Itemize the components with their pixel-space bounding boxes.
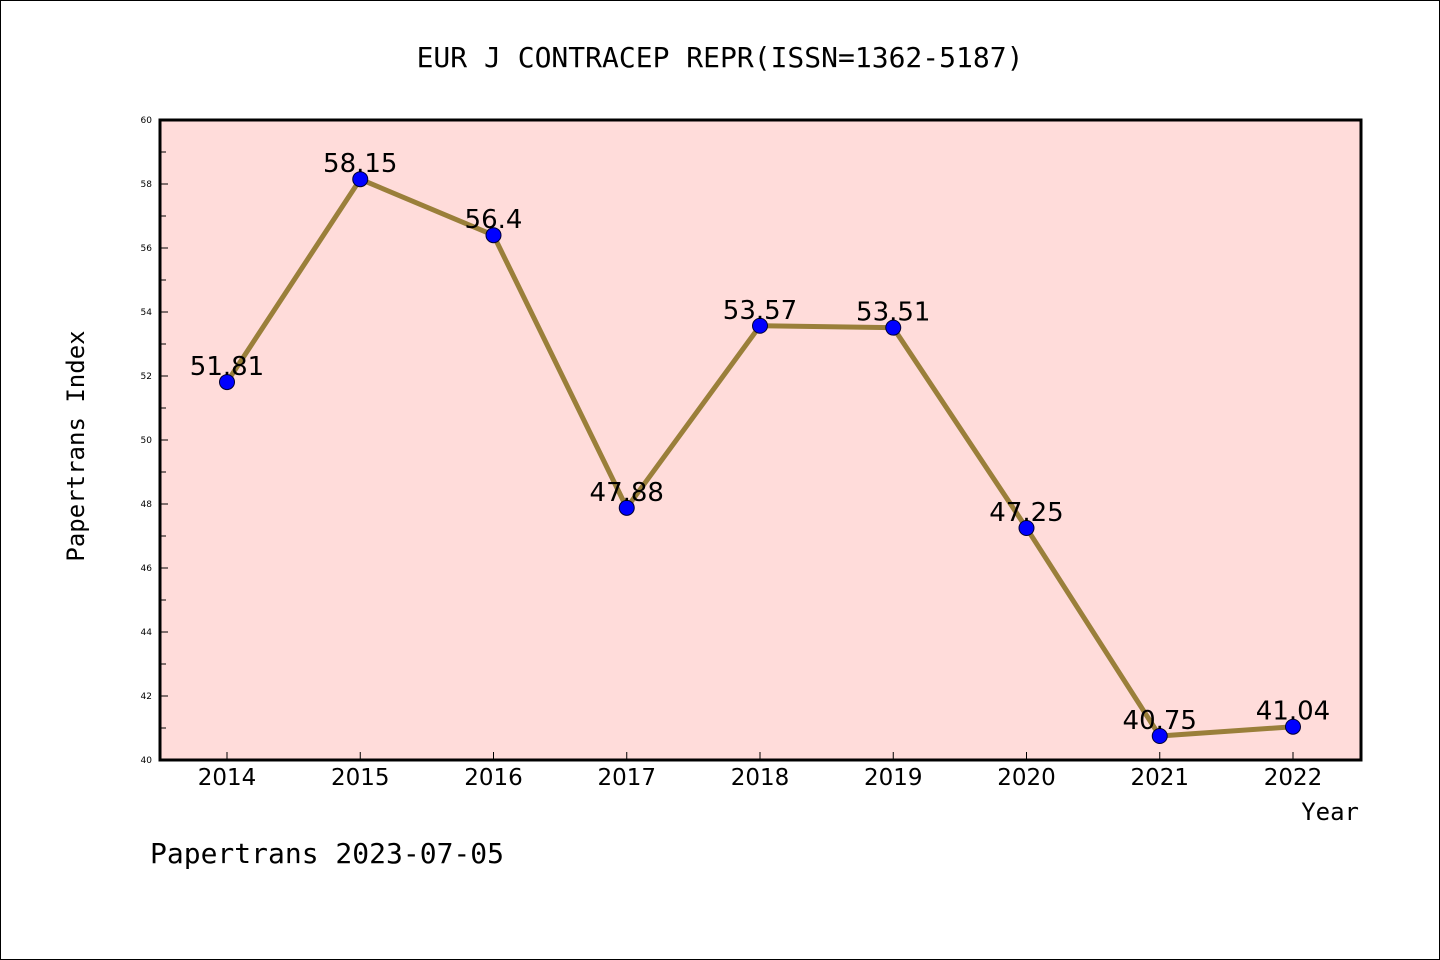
data-point <box>885 319 902 336</box>
data-point <box>618 499 635 516</box>
data-labels: 51.81 58.15 56.4 47.88 53.57 53.51 47.25 40.75 4… <box>190 149 1330 736</box>
series-markers <box>219 171 1301 744</box>
y-tick-label: 40 <box>141 756 153 766</box>
data-point <box>752 317 768 334</box>
y-axis-title: Papertrans Index <box>62 330 90 561</box>
x-tick-label: 2016 <box>464 765 523 791</box>
x-axis-title: Year <box>1301 798 1359 826</box>
y-axis: 40 42 44 46 48 50 52 54 56 58 60 <box>141 116 168 766</box>
footer-date-stamp: Papertrans 2023-07-05 <box>150 837 504 870</box>
chart-title: EUR J CONTRACEP REPR(ISSN=1362-5187) <box>417 41 1024 74</box>
data-point <box>1151 728 1168 744</box>
data-point <box>485 227 502 244</box>
y-tick-label: 42 <box>141 692 152 702</box>
x-tick-label: 2014 <box>198 765 257 791</box>
y-tick-label: 56 <box>141 244 153 254</box>
data-label: 51.81 <box>190 352 264 382</box>
data-point <box>1018 520 1035 536</box>
data-label: 53.51 <box>856 298 930 328</box>
y-tick-label: 60 <box>141 116 153 126</box>
y-tick-label: 44 <box>141 628 153 638</box>
x-tick-label: 2022 <box>1264 765 1323 791</box>
x-tick-label: 2017 <box>597 765 656 791</box>
data-point <box>352 171 369 188</box>
y-tick-label: 58 <box>141 180 153 190</box>
x-tick-label: 2021 <box>1130 765 1189 791</box>
y-tick-label: 54 <box>141 308 153 318</box>
data-label: 47.88 <box>590 478 664 508</box>
data-label: 40.75 <box>1123 706 1197 736</box>
data-label: 47.25 <box>989 498 1063 528</box>
data-label: 56.4 <box>465 205 523 235</box>
y-tick-label: 48 <box>141 500 153 510</box>
x-tick-label: 2018 <box>731 765 790 791</box>
data-point <box>219 374 235 391</box>
y-tick-label: 46 <box>141 564 153 574</box>
plot-area <box>158 118 1363 762</box>
data-label: 58.15 <box>323 149 397 179</box>
y-tick-label: 50 <box>141 436 153 446</box>
x-axis: 2014 2015 2016 2017 2018 2019 2020 2021 2022 <box>198 752 1323 791</box>
x-tick-label: 2019 <box>864 765 923 791</box>
x-tick-label: 2015 <box>331 765 390 791</box>
x-tick-label: 2020 <box>997 765 1056 791</box>
data-label: 41.04 <box>1256 697 1330 727</box>
y-tick-label: 52 <box>141 372 152 382</box>
data-point <box>1285 718 1301 735</box>
data-label: 53.57 <box>723 296 797 326</box>
